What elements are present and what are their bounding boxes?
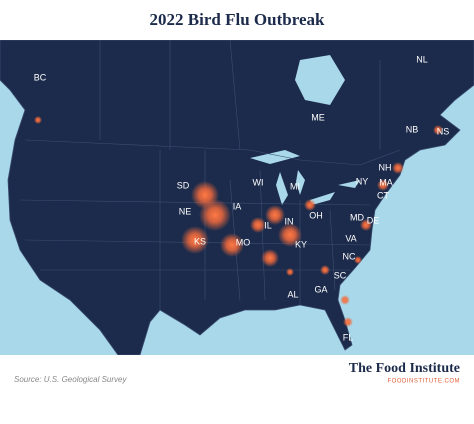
region-label: CT bbox=[377, 190, 389, 200]
region-label: NL bbox=[416, 54, 428, 64]
outbreak bbox=[433, 125, 443, 135]
region-label: NS bbox=[437, 126, 450, 136]
outbreak bbox=[340, 295, 350, 305]
land bbox=[0, 40, 474, 355]
region-label: KS bbox=[194, 236, 206, 246]
region-label: SD bbox=[177, 180, 190, 190]
region-labels: BC NL ME NB NS NH MA CT NY MI WI SD NE IA IL IN OH MD DE VA… bbox=[34, 54, 450, 342]
outbreak bbox=[320, 265, 330, 275]
hudson-bay bbox=[295, 55, 345, 105]
outbreak bbox=[304, 199, 316, 211]
region-label: AL bbox=[287, 289, 298, 299]
region-label: WI bbox=[253, 177, 264, 187]
outbreak bbox=[34, 116, 42, 124]
region-label: NY bbox=[356, 176, 369, 186]
brand-url: FOODINSTITUTE.COM bbox=[388, 379, 461, 385]
region-label: MA bbox=[379, 177, 393, 187]
region-label: KY bbox=[295, 239, 307, 249]
region-label: BC bbox=[34, 72, 47, 82]
outbreak bbox=[377, 179, 389, 191]
region-label: MI bbox=[290, 181, 300, 191]
map: BC NL ME NB NS NH MA CT NY MI WI SD NE IA IL IN OH MD DE VA… bbox=[0, 40, 474, 355]
region-label: IL bbox=[264, 220, 272, 230]
great-lakes bbox=[250, 150, 360, 205]
region-label: MO bbox=[236, 237, 251, 247]
outbreak bbox=[261, 249, 279, 267]
outbreak bbox=[265, 205, 285, 225]
outbreak bbox=[250, 217, 266, 233]
region-label: NB bbox=[406, 124, 419, 134]
outbreak bbox=[360, 219, 372, 231]
region-label: VA bbox=[345, 233, 356, 243]
outbreak bbox=[199, 199, 231, 231]
region-label: GA bbox=[314, 284, 327, 294]
region-label: OH bbox=[309, 210, 323, 220]
region-label: NC bbox=[343, 251, 356, 261]
outbreak bbox=[392, 162, 404, 174]
brand-name: The Food Institute bbox=[349, 361, 460, 376]
outbreak bbox=[220, 233, 244, 257]
region-label: ME bbox=[311, 112, 325, 122]
region-label: NE bbox=[179, 206, 192, 216]
region-label: IA bbox=[233, 201, 242, 211]
region-label: DE bbox=[367, 215, 380, 225]
source: Source: U.S. Geological Survey bbox=[14, 375, 127, 384]
outbreak-markers bbox=[34, 116, 443, 327]
title: 2022 Bird Flu Outbreak bbox=[150, 10, 325, 29]
outbreak bbox=[181, 226, 209, 254]
region-label: MD bbox=[350, 212, 364, 222]
region-label: SC bbox=[334, 270, 347, 280]
region-label: NH bbox=[379, 162, 392, 172]
outbreak bbox=[354, 256, 362, 264]
outbreak bbox=[278, 223, 302, 247]
outbreak bbox=[343, 317, 353, 327]
region-label: FL bbox=[343, 332, 354, 342]
region-label: IN bbox=[285, 216, 294, 226]
outbreak bbox=[286, 268, 294, 276]
